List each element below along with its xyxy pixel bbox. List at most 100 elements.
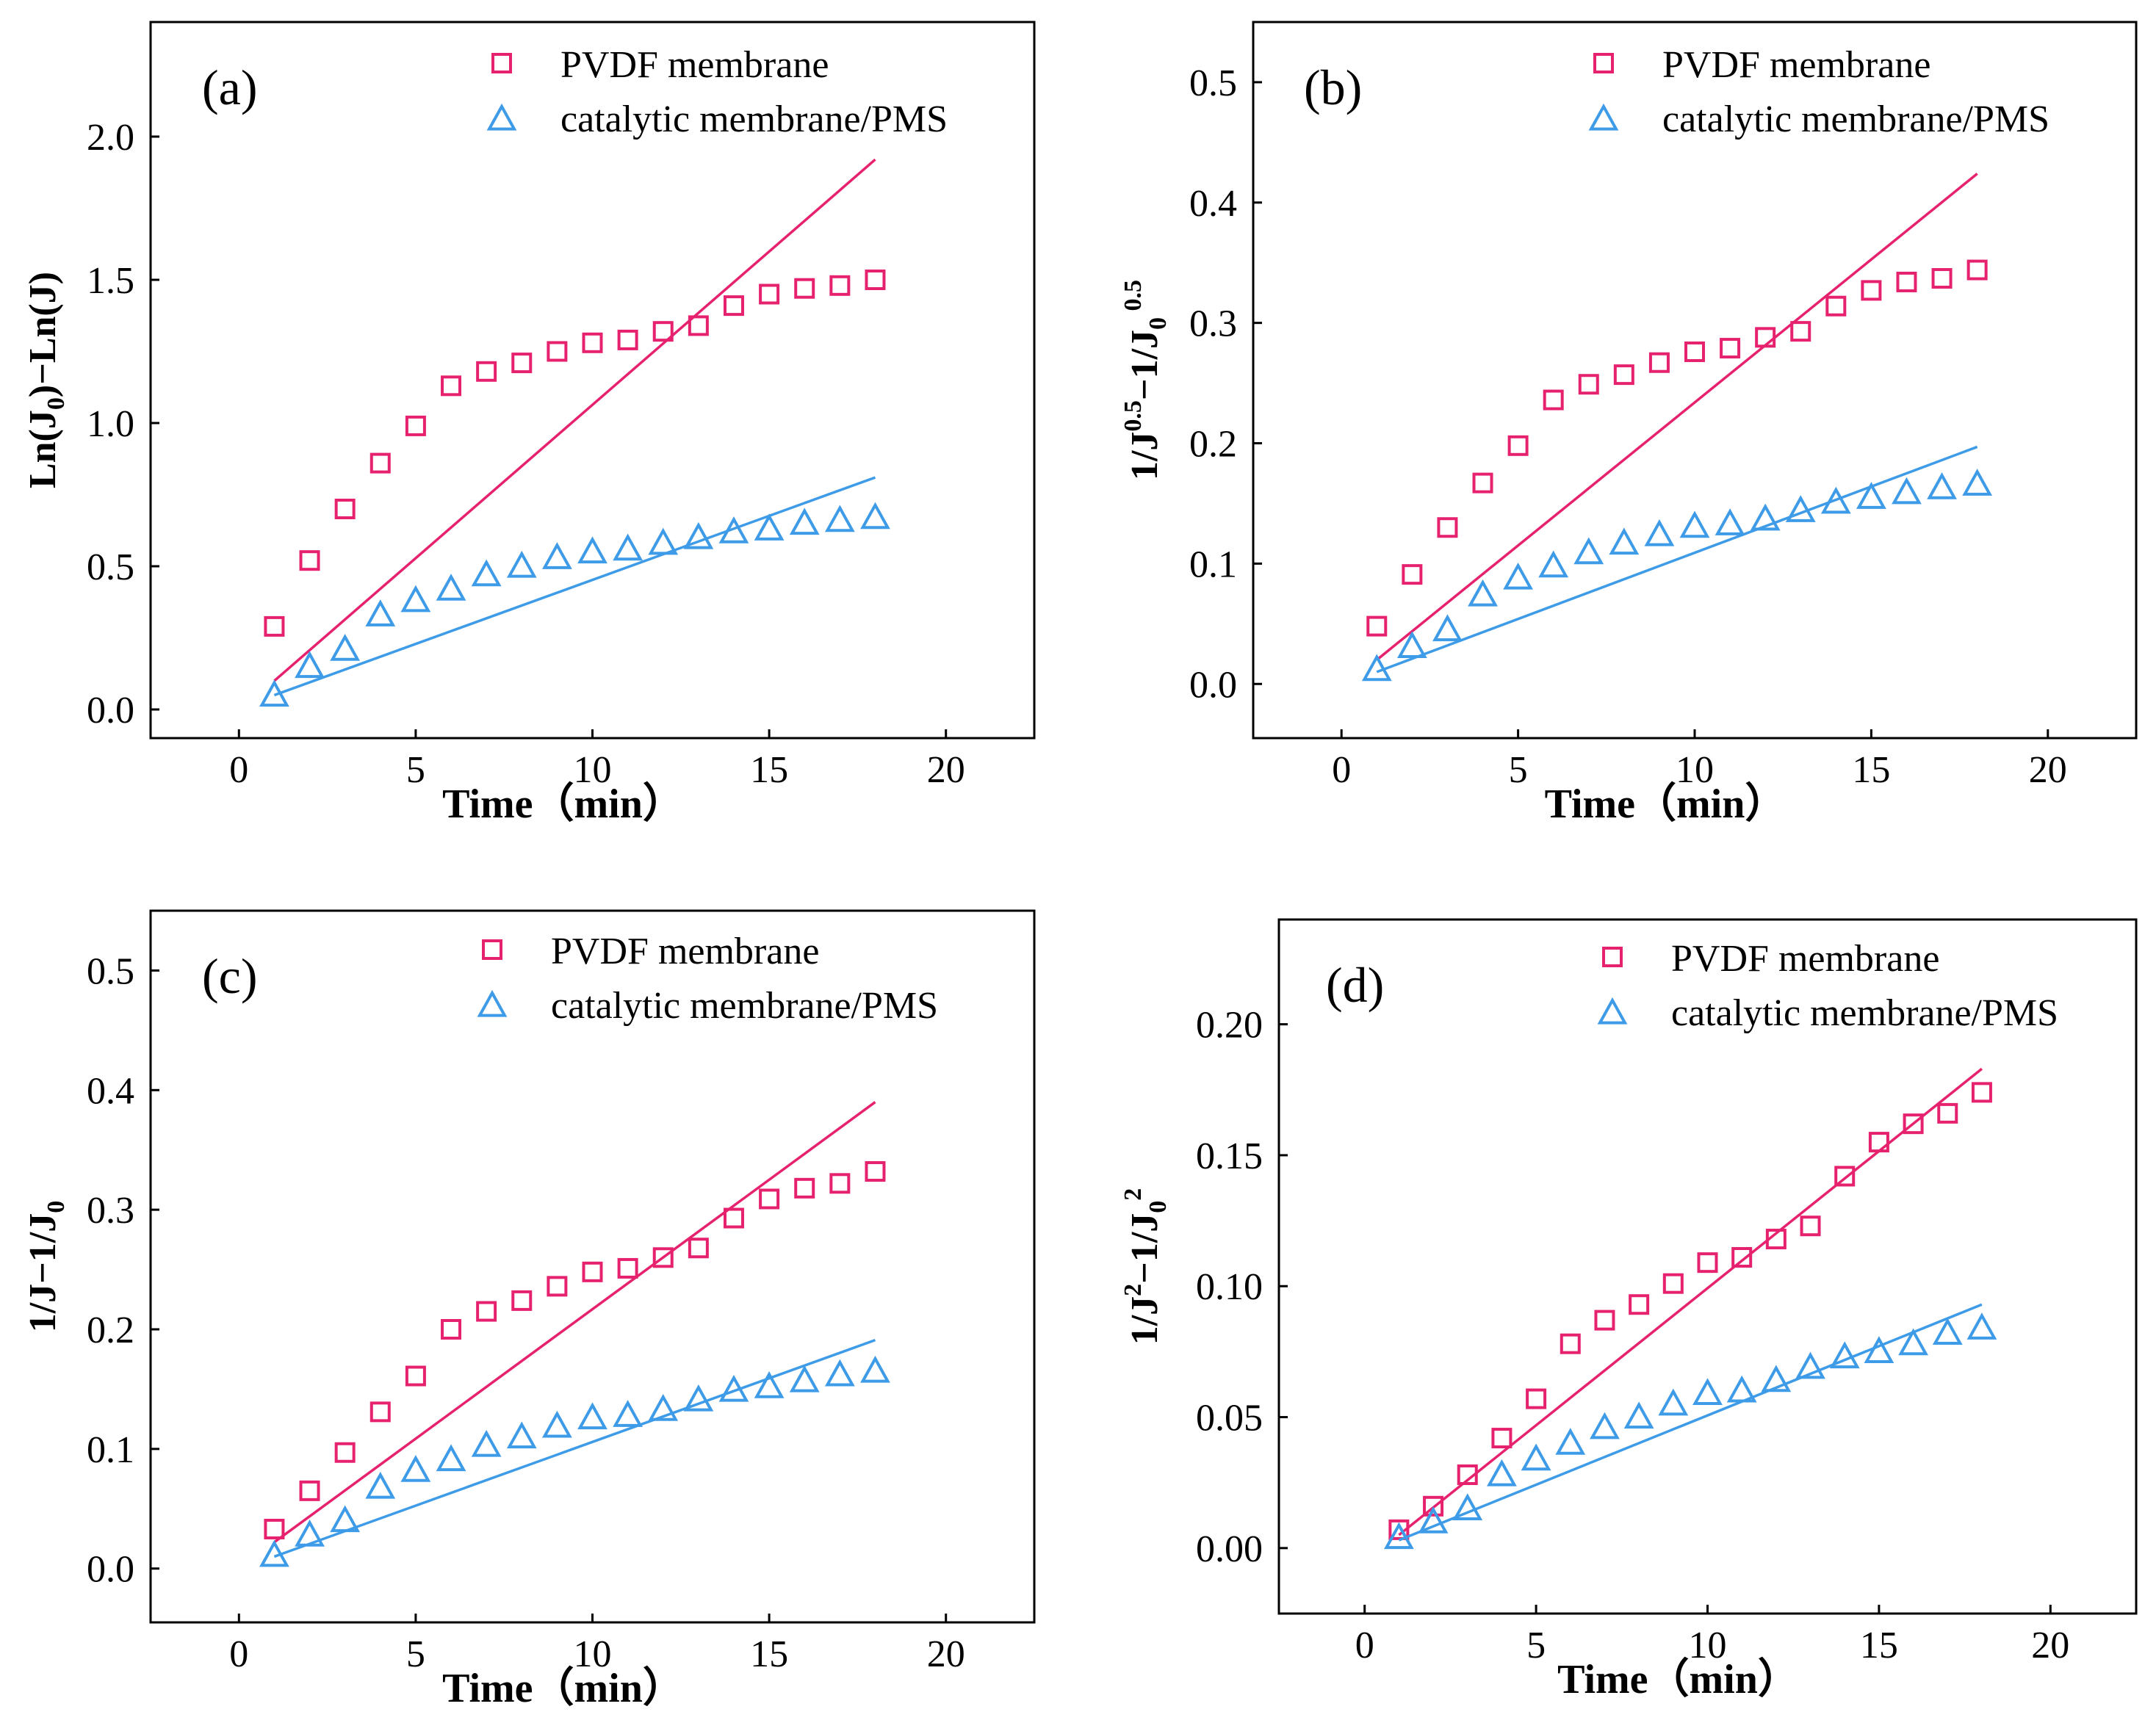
catalytic-data-point xyxy=(1383,1522,1414,1550)
legend-label-catalytic: catalytic membrane/PMS xyxy=(560,98,948,140)
x-tick-label: 10 xyxy=(1676,749,1714,791)
catalytic-data-point xyxy=(541,1410,572,1438)
y-tick-label: 0.05 xyxy=(1196,1398,1263,1439)
catalytic-data-point xyxy=(1932,1318,1963,1345)
pvdf-data-point xyxy=(476,1301,497,1322)
x-axis-label: Time（min） xyxy=(442,781,684,827)
x-tick-label: 0 xyxy=(229,749,248,791)
pvdf-data-point xyxy=(1388,1519,1410,1540)
catalytic-data-point xyxy=(1573,537,1604,565)
catalytic-data-point xyxy=(1820,486,1851,514)
catalytic-data-point xyxy=(436,1444,466,1472)
pvdf-data-point xyxy=(1765,1229,1787,1250)
legend-label-catalytic: catalytic membrane/PMS xyxy=(1671,992,2058,1034)
panel-label: (c) xyxy=(202,948,257,1004)
pvdf-data-point xyxy=(1937,1102,1958,1124)
pvdf-data-point xyxy=(1896,271,1917,292)
pvdf-data-point xyxy=(723,1207,744,1229)
pvdf-data-point xyxy=(829,1173,851,1194)
x-tick-label: 10 xyxy=(574,1633,612,1675)
pvdf-data-point xyxy=(1594,1309,1615,1331)
x-axis-label: Time（min） xyxy=(442,1665,684,1711)
x-tick-label: 20 xyxy=(927,749,965,791)
catalytic-data-point xyxy=(471,559,502,587)
pvdf-data-point xyxy=(582,332,603,353)
pvdf-data-point xyxy=(405,1365,426,1387)
y-axis-label: 1/J−1/J0 xyxy=(22,1201,70,1333)
legend-marker-pvdf xyxy=(482,939,502,960)
catalytic-data-point xyxy=(1966,1312,1997,1340)
catalytic-fit-line xyxy=(273,476,876,697)
catalytic-fit-line xyxy=(1376,445,1978,673)
catalytic-data-point xyxy=(506,1421,537,1449)
catalytic-data-point xyxy=(1795,1351,1825,1379)
pvdf-data-point xyxy=(688,315,709,336)
catalytic-data-point xyxy=(330,1505,361,1533)
y-tick-label: 0.4 xyxy=(87,1070,134,1112)
y-tick-label: 1.5 xyxy=(87,260,134,302)
catalytic-data-point xyxy=(754,1371,785,1398)
pvdf-data-point xyxy=(334,1442,356,1463)
pvdf-data-point xyxy=(652,1247,674,1268)
catalytic-data-point xyxy=(400,585,431,613)
y-tick-label: 0.0 xyxy=(87,690,134,731)
pvdf-data-point xyxy=(1402,564,1423,585)
pvdf-data-point xyxy=(1648,352,1670,373)
x-tick-label: 20 xyxy=(2031,1625,2069,1666)
pvdf-data-point xyxy=(511,353,533,374)
x-tick-label: 0 xyxy=(1355,1625,1374,1666)
catalytic-data-point xyxy=(471,1429,502,1457)
pvdf-data-point xyxy=(334,499,356,519)
pvdf-data-point xyxy=(1825,295,1847,317)
pvdf-data-point xyxy=(1903,1113,1924,1135)
y-tick-label: 0.5 xyxy=(87,546,134,588)
pvdf-data-point xyxy=(794,278,815,299)
catalytic-data-point xyxy=(1452,1493,1483,1520)
pvdf-data-point xyxy=(547,341,568,362)
pvdf-data-point xyxy=(759,283,780,305)
catalytic-data-point xyxy=(577,1402,607,1430)
pvdf-data-point xyxy=(1423,1495,1444,1517)
legend-label-catalytic: catalytic membrane/PMS xyxy=(1662,98,2049,140)
pvdf-data-point xyxy=(547,1276,568,1297)
catalytic-data-point xyxy=(754,513,785,541)
pvdf-data-point xyxy=(759,1188,780,1210)
pvdf-data-point xyxy=(652,321,674,342)
catalytic-data-point xyxy=(400,1455,431,1482)
pvdf-fit-line xyxy=(1398,1067,1983,1536)
catalytic-data-point xyxy=(1503,562,1533,590)
pvdf-data-point xyxy=(1526,1388,1547,1409)
catalytic-data-point xyxy=(259,679,289,707)
catalytic-data-point xyxy=(506,550,537,578)
pvdf-data-point xyxy=(405,415,426,436)
y-tick-label: 2.0 xyxy=(87,117,134,159)
pvdf-data-point xyxy=(441,375,462,397)
y-tick-label: 0.10 xyxy=(1196,1266,1263,1308)
pvdf-data-point xyxy=(1543,389,1564,411)
legend-marker-pvdf xyxy=(1593,53,1614,73)
chart-panel-0: 0 5 10 15 20 0.0 0.5 1.0 1.5 2.0 Time（min） Ln(J0)−L… xyxy=(22,21,1036,827)
catalytic-data-point xyxy=(1590,1412,1620,1439)
pvdf-data-point xyxy=(1629,1294,1650,1315)
y-tick-label: 0.2 xyxy=(1189,424,1237,466)
x-tick-label: 15 xyxy=(750,1633,788,1675)
catalytic-data-point xyxy=(683,1384,714,1412)
catalytic-data-point xyxy=(1856,482,1886,509)
pvdf-data-point xyxy=(1755,327,1776,348)
y-tick-label: 0.0 xyxy=(87,1549,134,1591)
catalytic-data-point xyxy=(860,1355,890,1383)
catalytic-data-point xyxy=(436,574,466,601)
legend-label-catalytic: catalytic membrane/PMS xyxy=(551,985,938,1027)
catalytic-data-point xyxy=(1892,477,1922,505)
x-tick-label: 15 xyxy=(1852,749,1890,791)
y-tick-label: 0.20 xyxy=(1196,1005,1263,1047)
pvdf-data-point xyxy=(1578,374,1599,395)
catalytic-data-point xyxy=(789,1365,820,1392)
catalytic-data-point xyxy=(577,536,607,564)
y-tick-label: 0.1 xyxy=(87,1429,134,1471)
catalytic-data-point xyxy=(824,1359,855,1387)
x-tick-label: 15 xyxy=(750,749,788,791)
catalytic-data-point xyxy=(1829,1341,1860,1369)
y-axis-label: Ln(J0)−Ln(J) xyxy=(22,272,70,488)
catalytic-data-point xyxy=(1692,1378,1723,1406)
